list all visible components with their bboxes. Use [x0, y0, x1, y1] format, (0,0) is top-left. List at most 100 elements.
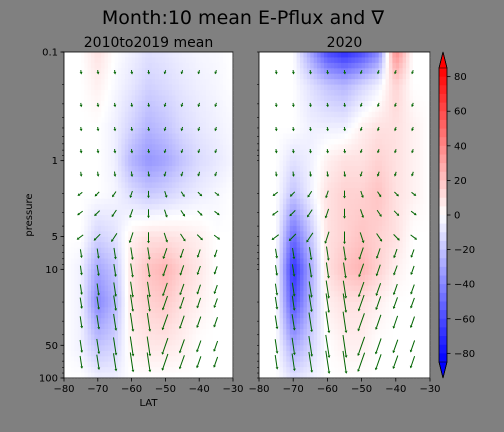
flux-arrow [96, 296, 100, 308]
flux-arrow [394, 191, 398, 196]
flux-arrow [164, 209, 167, 216]
flux-arrow [181, 102, 184, 105]
flux-arrow-head [200, 237, 203, 241]
flux-arrow-head [377, 104, 380, 108]
flux-arrow-head [213, 365, 216, 368]
flux-arrow [325, 262, 329, 277]
flux-arrow [79, 265, 82, 274]
flux-arrow-head [361, 240, 365, 244]
flux-arrow [291, 295, 295, 309]
flux-arrow [325, 208, 330, 217]
flux-arrow-head [343, 128, 347, 132]
flux-arrow [163, 232, 168, 241]
flux-arrow [146, 313, 151, 330]
flux-arrow-head [147, 174, 151, 177]
flux-arrow [393, 315, 399, 327]
flux-arrow [273, 210, 279, 215]
flux-arrow [198, 126, 200, 130]
flux-arrow [79, 284, 82, 293]
flux-arrow-head [148, 369, 152, 373]
flux-arrow-head [326, 150, 329, 154]
flux-arrow-head [310, 309, 313, 313]
flux-arrow-head [397, 237, 400, 241]
flux-arrow-head [291, 104, 295, 108]
flux-arrow [112, 233, 118, 241]
y-tick-label: 50 [45, 341, 58, 352]
flux-arrow-head [96, 104, 100, 108]
flux-arrow [146, 336, 151, 355]
flux-arrow [358, 313, 365, 330]
flux-arrow [325, 231, 330, 242]
flux-arrow [181, 70, 184, 73]
flux-arrow-head [197, 71, 201, 75]
flux-arrow [146, 352, 151, 370]
flux-arrow-head [147, 274, 151, 278]
flux-arrow-head [148, 329, 152, 332]
flux-arrow-head [216, 193, 220, 196]
flux-arrow-head [114, 352, 118, 356]
colorbar-frame [438, 51, 448, 379]
flux-arrow [325, 280, 330, 297]
flux-arrow-head [392, 326, 396, 329]
flux-arrow [79, 339, 83, 351]
flux-arrow-head [112, 194, 115, 198]
colorbar-band [439, 223, 447, 233]
flux-arrow-head [359, 150, 363, 154]
colorbar-tick-label: 40 [454, 141, 467, 152]
flux-arrow [343, 246, 346, 259]
colorbar-band [439, 197, 447, 207]
panel-title: 2020 [327, 35, 363, 51]
contour-fill [64, 52, 234, 379]
flux-arrow-head [147, 257, 151, 260]
flux-arrow [147, 281, 150, 296]
colorbar-band [439, 266, 447, 277]
flux-arrow [291, 264, 295, 275]
flux-arrow [308, 294, 312, 310]
flux-arrow [215, 70, 217, 73]
flux-arrow-head [343, 196, 346, 199]
flux-arrow-head [309, 128, 312, 132]
flux-arrow [393, 265, 398, 274]
flux-arrow-head [291, 150, 295, 154]
flux-arrow-head [411, 173, 414, 177]
flux-arrow-head [326, 174, 330, 178]
flux-arrow-head [77, 212, 80, 216]
colorbar-band [439, 249, 447, 259]
flux-arrow-head [179, 306, 182, 310]
flux-arrow-head [147, 195, 150, 199]
flux-arrow-head [309, 71, 312, 75]
flux-arrow-head [80, 255, 83, 259]
flux-arrow [164, 191, 167, 196]
figure-suptitle: Month:10 mean E-Pflux and ∇ [102, 7, 384, 29]
flux-arrow [196, 234, 202, 239]
flux-arrow-head [147, 104, 151, 108]
colorbar-band [439, 301, 447, 311]
flux-arrow-head [326, 128, 329, 132]
flux-arrow-head [275, 307, 279, 310]
flux-arrow [179, 339, 185, 352]
flux-arrow-head [410, 291, 413, 295]
flux-arrow [79, 191, 83, 195]
flux-arrow-head [179, 272, 183, 276]
x-tick-label: −50 [351, 384, 372, 395]
flux-arrow [325, 350, 330, 372]
flux-arrow [180, 265, 185, 274]
flux-arrow-head [375, 293, 379, 296]
flux-arrow-head [327, 276, 330, 279]
colorbar-band [439, 310, 447, 320]
flux-arrow [359, 247, 364, 258]
flux-arrow [290, 210, 296, 215]
flux-arrow [412, 149, 414, 152]
colorbar-band [439, 119, 447, 130]
y-tick-label: 0.1 [42, 48, 58, 59]
flux-arrow [130, 190, 133, 196]
colorbar-band [439, 206, 447, 216]
flux-arrow [377, 102, 380, 105]
flux-arrow-head [289, 213, 293, 217]
flux-arrow-head [394, 173, 397, 177]
flux-arrow-head [326, 104, 329, 108]
flux-arrow [181, 171, 184, 175]
flux-arrow-head [164, 195, 168, 198]
flux-arrow [291, 282, 295, 295]
flux-arrow-head [344, 310, 348, 313]
